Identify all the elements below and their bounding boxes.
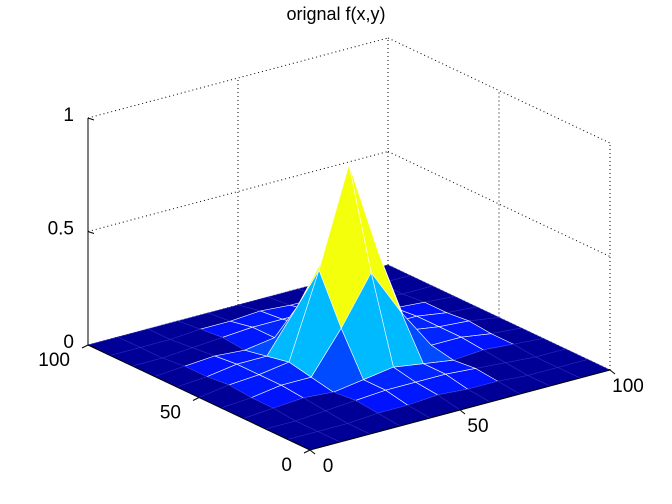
x-tick-label: 0 [323,456,334,477]
x-tick-label: 50 [467,416,488,437]
chart-title: orignal f(x,y) [286,4,385,24]
z-tick-label: 0.5 [48,219,74,240]
z-tick-label: 0 [63,332,74,353]
y-tick [81,344,89,349]
z-tick [87,344,95,348]
y-tick [192,397,200,401]
x-tick-label: 100 [612,376,644,397]
z-tick [87,117,95,121]
y-tick-label: 50 [160,403,181,424]
grid-line [387,37,611,144]
grid-line [387,151,611,257]
x-tick [459,409,466,415]
x-tick [309,449,316,455]
y-tick-label: 0 [281,455,292,476]
z-tick-label: 1 [63,105,74,126]
x-tick [609,369,616,375]
z-tick [87,231,95,234]
y-tick [303,449,311,454]
y-tick-label: 100 [38,350,70,371]
